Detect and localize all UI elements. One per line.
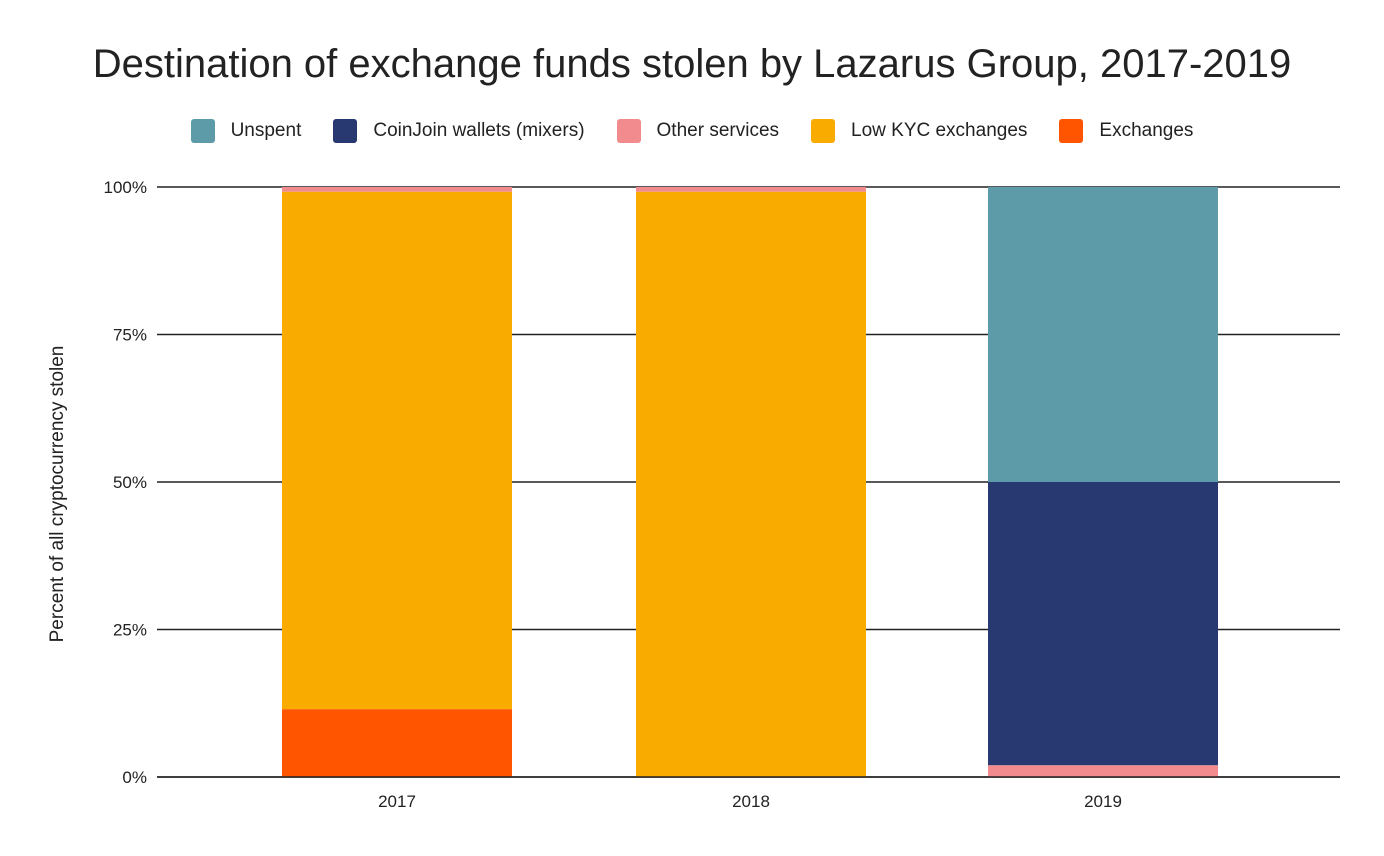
legend-label: Unspent	[230, 120, 302, 141]
legend-item: Exchanges	[1059, 119, 1193, 143]
bar-segment	[282, 187, 512, 192]
legend-swatch	[1059, 119, 1084, 143]
legend: Unspent CoinJoin wallets (mixers) Other se…	[0, 119, 1384, 143]
y-tick-label: 0%	[122, 768, 147, 787]
legend-swatch	[811, 119, 836, 143]
y-tick-label: 50%	[113, 473, 147, 492]
legend-item: Low KYC exchanges	[811, 119, 1027, 143]
y-tick-label: 100%	[104, 178, 147, 197]
y-tick-label: 75%	[113, 326, 147, 345]
legend-item: Other services	[616, 119, 780, 143]
legend-swatch	[190, 119, 215, 143]
legend-label: Exchanges	[1099, 120, 1194, 141]
bar-segment	[636, 187, 866, 192]
x-tick-label: 2019	[1084, 792, 1122, 811]
legend-label: CoinJoin wallets (mixers)	[373, 120, 585, 141]
x-tick-label: 2018	[732, 792, 770, 811]
legend-swatch	[333, 119, 358, 143]
legend-label: Low KYC exchanges	[851, 120, 1028, 141]
bar-segment	[282, 709, 512, 777]
chart-title: Destination of exchange funds stolen by …	[92, 42, 1292, 86]
bar-segment	[988, 765, 1218, 777]
legend-item: Unspent	[190, 119, 302, 143]
bar-segment	[988, 482, 1218, 766]
legend-swatch	[616, 119, 641, 143]
legend-item: CoinJoin wallets (mixers)	[333, 119, 585, 143]
y-axis-label: Percent of all cryptocurrency stolen	[47, 345, 68, 643]
legend-label: Other services	[656, 120, 780, 141]
y-tick-label: 25%	[113, 621, 147, 640]
bar-segment	[988, 187, 1218, 482]
x-tick-label: 2017	[378, 792, 416, 811]
bar-segment	[636, 191, 866, 778]
bar-segment	[282, 191, 512, 710]
